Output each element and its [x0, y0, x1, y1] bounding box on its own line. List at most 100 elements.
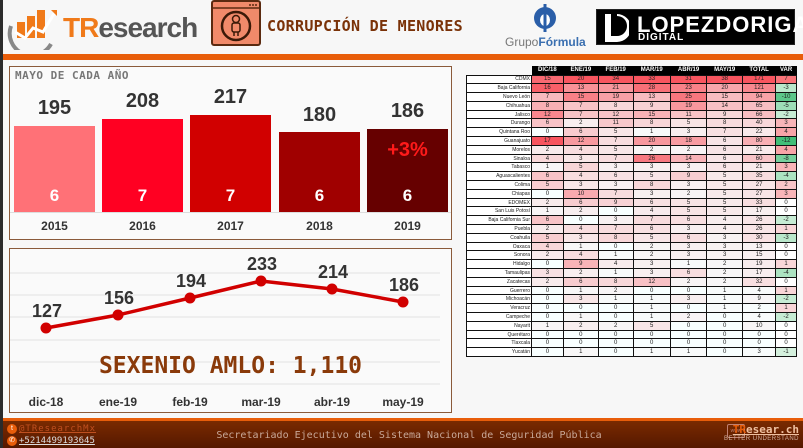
bar-2018: 6: [279, 132, 360, 212]
value-cell: 16: [531, 83, 564, 94]
total-cell: 65: [742, 100, 777, 111]
bar-year-label: 2018: [306, 219, 333, 233]
point-label: 194: [175, 271, 207, 291]
value-cell: 3: [632, 259, 671, 270]
table-row: Morelos 2 4 5 2 2 6 21 4: [466, 144, 797, 155]
value-cell: 7: [562, 109, 599, 120]
value-cell: 1: [706, 294, 744, 305]
value-cell: 3: [632, 188, 671, 199]
website: TResear.ch BETTER UNDERSTAND: [724, 423, 799, 442]
value-cell: 1: [562, 285, 599, 296]
state-name: Nuevo León: [466, 92, 532, 102]
table-row: Yucatán 0 1 0 1 1 0 3 -1: [466, 347, 797, 357]
state-name: Jalisco: [466, 109, 532, 120]
value-cell: 6: [562, 276, 599, 287]
value-cell: 2: [597, 320, 634, 331]
table-row: San Luis Potosí 1 2 0 4 5 5 17 0: [466, 206, 797, 217]
value-cell: 5: [531, 180, 564, 190]
total-cell: 2: [742, 303, 777, 314]
phone-link[interactable]: +5214499193645: [19, 436, 95, 446]
child-icon: [211, 0, 261, 46]
column-header: DIC/18: [531, 66, 564, 75]
table-row: CDMX 15 20 34 33 31 38 171 7: [466, 74, 797, 85]
value-cell: 6: [562, 197, 599, 208]
table-row: Aguascalientes 6 4 6 5 9 5 35 -4: [466, 171, 797, 182]
value-cell: 2: [706, 268, 744, 278]
website-link[interactable]: TResear.ch: [732, 423, 799, 436]
value-cell: 0: [706, 329, 744, 340]
total-cell: 4: [742, 312, 777, 322]
value-cell: 1: [632, 312, 671, 322]
brand-name: TResearch: [63, 12, 198, 43]
table-row: Durango 6 2 11 8 5 8 40 3: [466, 118, 797, 129]
value-cell: 3: [706, 232, 744, 243]
value-cell: 0: [669, 338, 708, 349]
table-row: Campeche 0 1 0 1 2 0 4 -2: [466, 312, 797, 322]
value-cell: 20: [562, 74, 599, 85]
chart-caption: MAYO DE CADA AÑO: [15, 69, 129, 82]
var-cell: 0: [775, 338, 797, 349]
value-cell: 3: [632, 268, 671, 278]
var-cell: -5: [775, 100, 797, 111]
value-cell: 12: [562, 136, 599, 146]
value-cell: 0: [597, 303, 634, 314]
var-cell: 3: [775, 162, 797, 173]
value-cell: 1: [562, 347, 599, 357]
data-source: Secretariado Ejecutivo del Sistema Nacio…: [216, 430, 602, 441]
value-cell: 2: [531, 197, 564, 208]
value-cell: 5: [632, 232, 671, 243]
value-cell: 6: [669, 268, 708, 278]
bar-value: 195: [37, 97, 72, 119]
value-cell: 0: [706, 347, 744, 357]
value-cell: 0: [531, 285, 564, 296]
value-cell: 7: [597, 188, 634, 199]
var-cell: -8: [775, 153, 797, 164]
value-cell: 2: [562, 268, 599, 278]
state-name: Hidalgo: [466, 259, 532, 270]
state-name: Tlaxcala: [466, 338, 532, 349]
total-cell: 121: [742, 83, 777, 94]
var-cell: 3: [775, 188, 797, 199]
var-cell: -12: [775, 136, 797, 146]
value-cell: 4: [597, 259, 634, 270]
bar-year-label: 2017: [217, 219, 244, 233]
value-cell: 0: [531, 329, 564, 340]
value-cell: 0: [531, 338, 564, 349]
value-cell: 3: [632, 162, 671, 173]
var-cell: 1: [775, 259, 797, 270]
value-cell: 0: [669, 285, 708, 296]
value-cell: 19: [669, 100, 708, 111]
value-cell: 6: [706, 136, 744, 146]
value-cell: 2: [632, 144, 671, 155]
var-cell: 0: [775, 320, 797, 331]
value-cell: 2: [632, 250, 671, 261]
value-cell: 3: [669, 241, 708, 252]
table-header-row: DIC/18 ENE/19 FEB/19 MAR/19 ABR/19 MAY/1…: [467, 66, 797, 75]
value-cell: 0: [706, 338, 744, 349]
value-cell: 6: [706, 153, 744, 164]
value-cell: 31: [669, 74, 708, 85]
value-cell: 4: [562, 144, 599, 155]
value-cell: 6: [531, 215, 564, 226]
value-cell: 7: [531, 92, 564, 102]
value-cell: 9: [632, 100, 671, 111]
twitter-handle-link[interactable]: @TResearchMx: [19, 424, 97, 434]
column-header: TOTAL: [742, 66, 776, 75]
table-row: Sinaloa 4 3 7 26 14 6 60 -8: [466, 153, 797, 164]
table-row: Michoacán 0 3 1 1 3 1 9 -2: [466, 294, 797, 305]
value-cell: 33: [632, 74, 671, 85]
value-cell: 28: [632, 83, 671, 94]
value-cell: 1: [531, 320, 564, 331]
value-cell: 1: [562, 312, 599, 322]
value-cell: 0: [632, 329, 671, 340]
value-cell: 15: [706, 92, 744, 102]
value-cell: 3: [669, 162, 708, 173]
month-label: feb-19: [172, 395, 208, 409]
bar-year-label: 2016: [129, 219, 156, 233]
var-cell: 4: [775, 127, 797, 138]
value-cell: 4: [531, 153, 564, 164]
state-name: San Luis Potosí: [466, 206, 532, 217]
table-row: Tabasco 1 5 3 3 3 6 21 3: [466, 162, 797, 173]
value-cell: 14: [706, 100, 744, 111]
total-cell: 19: [742, 259, 777, 270]
